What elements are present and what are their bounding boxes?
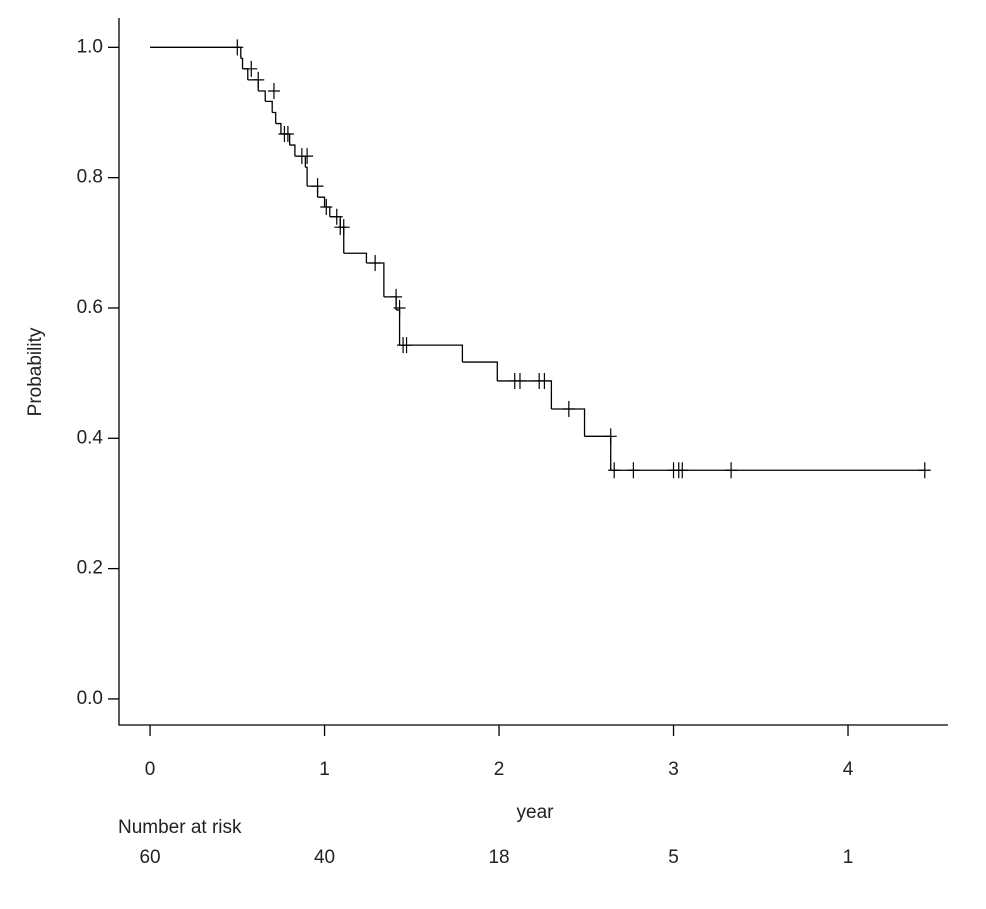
censor-mark	[725, 462, 738, 479]
censor-mark	[393, 299, 406, 316]
censor-mark	[627, 462, 640, 479]
censor-mark	[301, 148, 314, 165]
censor-mark	[562, 400, 575, 417]
survival-step	[240, 57, 244, 69]
risk-count: 5	[668, 847, 679, 868]
survival-step	[317, 196, 326, 207]
y-tick-label: 0.8	[77, 167, 103, 188]
survival-step	[265, 100, 273, 113]
survival-step	[329, 216, 341, 228]
censor-mark	[330, 208, 343, 225]
censor-mark	[252, 71, 265, 88]
survival-step	[150, 46, 242, 59]
survival-step	[551, 408, 586, 437]
survival-step	[242, 68, 249, 80]
y-tick-label: 0.0	[77, 688, 103, 709]
survival-step	[462, 361, 498, 381]
risk-count: 60	[139, 847, 160, 868]
y-tick-label: 0.2	[77, 558, 103, 579]
censor-mark	[369, 255, 382, 272]
risk-count: 1	[843, 847, 854, 868]
censor-mark	[538, 372, 551, 389]
y-tick-label: 0.6	[77, 297, 103, 318]
censor-mark	[604, 428, 617, 445]
x-tick-label: 3	[668, 759, 679, 780]
survival-step	[294, 155, 307, 168]
censor-mark	[245, 60, 258, 77]
y-tick-label: 1.0	[77, 36, 103, 57]
survival-step	[272, 111, 277, 124]
risk-count: 40	[314, 847, 335, 868]
censor-mark	[676, 462, 689, 479]
censor-mark	[918, 462, 931, 479]
x-axis-label: year	[517, 802, 555, 823]
survival-step	[307, 185, 319, 198]
censor-mark	[320, 198, 333, 215]
x-tick-label: 2	[494, 759, 505, 780]
x-tick-label: 1	[319, 759, 330, 780]
x-tick-label: 4	[843, 759, 854, 780]
survival-step	[324, 206, 331, 217]
y-tick-label: 0.4	[77, 427, 104, 448]
risk-table-title: Number at risk	[118, 817, 242, 838]
survival-step	[343, 252, 368, 264]
x-tick-label: 0	[145, 759, 156, 780]
censor-mark	[400, 337, 413, 354]
censor-mark	[390, 288, 403, 305]
censor-mark	[311, 178, 324, 195]
censor-mark	[267, 82, 280, 99]
censor-mark	[231, 39, 244, 56]
censor-mark	[337, 219, 350, 236]
survival-step	[258, 90, 266, 102]
survival-step	[399, 344, 464, 363]
censor-mark	[608, 462, 621, 479]
survival-step	[497, 380, 553, 409]
censor-mark	[513, 372, 526, 389]
survival-step	[584, 435, 612, 471]
y-axis-label: Probability	[25, 327, 46, 416]
axis-line	[118, 18, 948, 726]
survival-step	[289, 144, 296, 157]
survival-step	[275, 122, 282, 134]
survival-step	[305, 166, 308, 187]
survival-step	[247, 79, 259, 91]
risk-count: 18	[488, 847, 509, 868]
censor-mark	[281, 125, 294, 142]
